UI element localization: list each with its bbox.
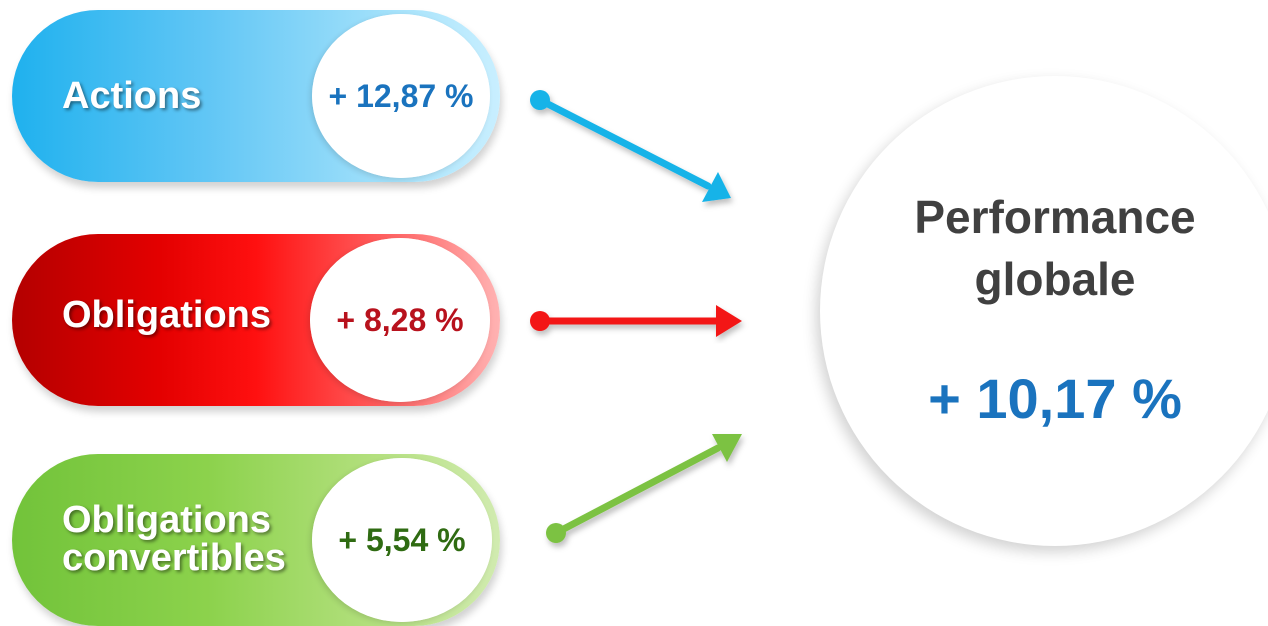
obligations-label: Obligations [62, 296, 271, 334]
actions-arrowhead [702, 172, 731, 202]
obligations-arrow-dot [530, 311, 550, 331]
convertibles-label: Obligations convertibles [62, 501, 286, 577]
convertibles-value-oval: + 5,54 % [312, 458, 492, 622]
actions-label-line: Actions [62, 75, 202, 117]
actions-value-oval: + 12,87 % [312, 14, 490, 178]
convertibles-arrow-line [552, 444, 722, 537]
global-performance-circle [820, 76, 1268, 546]
convertibles-arrow [546, 434, 742, 543]
actions-pill: Actions + 12,87 % [12, 10, 500, 182]
convertibles-arrowhead [712, 434, 742, 462]
convertibles-value: + 5,54 % [338, 521, 466, 558]
actions-arrow-line [536, 96, 712, 190]
actions-label: Actions [62, 77, 201, 115]
actions-arrow-dot [530, 90, 550, 110]
obligations-value: + 8,28 % [336, 301, 464, 338]
obligations-label-line: Obligations [62, 294, 271, 336]
actions-arrow [530, 90, 731, 202]
actions-value: + 12,87 % [328, 77, 474, 114]
global-performance-title-line-1: Performance [914, 191, 1196, 243]
obligations-arrow [530, 305, 742, 337]
convertibles-label-line-1: Obligations [62, 499, 271, 541]
convertibles-label-line-2: convertibles [62, 537, 286, 579]
global-performance-title: Performance globale [820, 186, 1268, 310]
obligations-arrowhead [716, 305, 742, 337]
global-performance-title-line-2: globale [974, 253, 1136, 305]
convertibles-pill: Obligations convertibles + 5,54 % [12, 454, 500, 626]
obligations-value-oval: + 8,28 % [310, 238, 490, 402]
global-performance-value: + 10,17 % [928, 367, 1182, 430]
convertibles-arrow-dot [546, 523, 566, 543]
obligations-pill: Obligations + 8,28 % [12, 234, 500, 406]
